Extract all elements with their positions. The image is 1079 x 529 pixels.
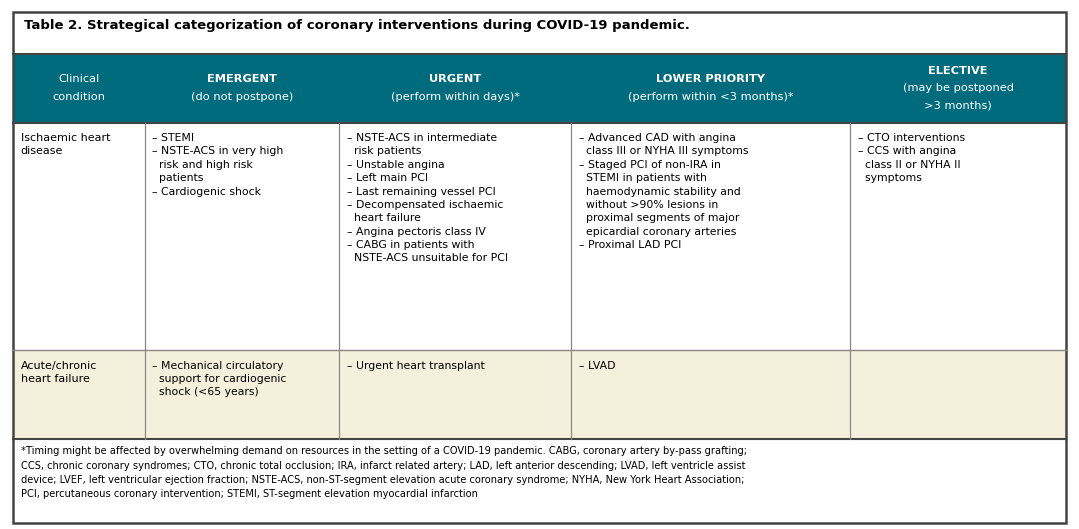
Text: (may be postponed: (may be postponed	[903, 83, 1013, 93]
Text: Acute/chronic
heart failure: Acute/chronic heart failure	[21, 360, 97, 384]
Bar	[13, 350, 1066, 440]
Text: ELECTIVE: ELECTIVE	[928, 66, 988, 76]
Text: (do not postpone): (do not postpone)	[191, 92, 293, 102]
Text: LOWER PRIORITY: LOWER PRIORITY	[656, 74, 765, 84]
Text: Table 2. Strategical categorization of coronary interventions during COVID-19 pa: Table 2. Strategical categorization of c…	[24, 19, 689, 32]
Text: >3 months): >3 months)	[925, 101, 992, 111]
Text: URGENT: URGENT	[429, 74, 481, 84]
Text: – LVAD: – LVAD	[578, 360, 615, 370]
Text: Ischaemic heart
disease: Ischaemic heart disease	[21, 133, 110, 157]
Text: – Advanced CAD with angina
  class III or NYHA III symptoms
– Staged PCI of non-: – Advanced CAD with angina class III or …	[578, 133, 748, 250]
Bar	[13, 53, 1066, 123]
Text: EMERGENT: EMERGENT	[207, 74, 277, 84]
Text: (perform within <3 months)*: (perform within <3 months)*	[628, 92, 793, 102]
Text: – Mechanical circulatory
  support for cardiogenic
  shock (<65 years): – Mechanical circulatory support for car…	[152, 360, 287, 397]
Text: – CTO interventions
– CCS with angina
  class II or NYHA II
  symptoms: – CTO interventions – CCS with angina cl…	[858, 133, 965, 183]
Text: – STEMI
– NSTE-ACS in very high
  risk and high risk
  patients
– Cardiogenic sh: – STEMI – NSTE-ACS in very high risk and…	[152, 133, 284, 197]
Text: – NSTE-ACS in intermediate
  risk patients
– Unstable angina
– Left main PCI
– L: – NSTE-ACS in intermediate risk patients…	[347, 133, 508, 263]
Bar	[13, 12, 1066, 53]
Text: (perform within days)*: (perform within days)*	[391, 92, 520, 102]
Bar	[13, 440, 1066, 523]
Text: Clinical: Clinical	[58, 74, 99, 84]
Text: *Timing might be affected by overwhelming demand on resources in the setting of : *Timing might be affected by overwhelmin…	[21, 446, 747, 499]
Text: – Urgent heart transplant: – Urgent heart transplant	[347, 360, 484, 370]
Text: condition: condition	[52, 92, 106, 102]
Bar	[13, 123, 1066, 350]
